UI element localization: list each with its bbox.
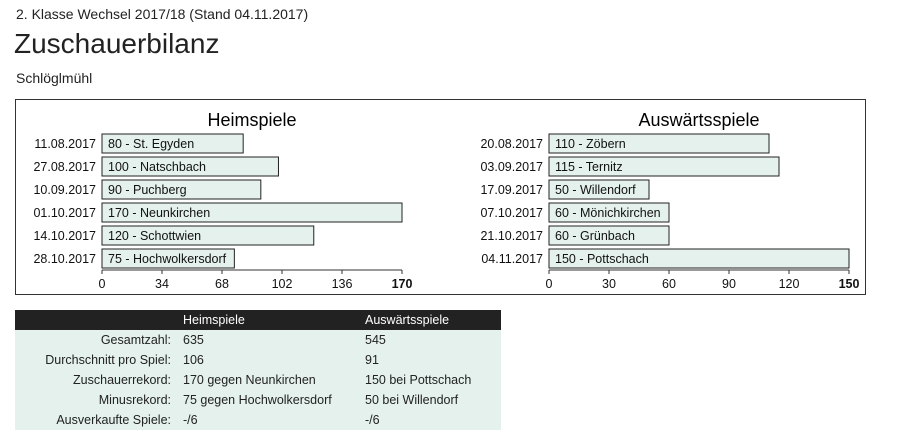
home-value: -/6 [177, 410, 359, 430]
bar-label: 50 - Willendorf [555, 183, 636, 197]
home-value: 75 gegen Hochwolkersdorf [177, 390, 359, 410]
bar-label: 120 - Schottwien [108, 229, 201, 243]
table-row: Ausverkaufte Spiele: -/6 -/6 [15, 410, 501, 430]
date-label: 21.10.2017 [480, 229, 543, 243]
bar [548, 156, 780, 177]
home-value: 170 gegen Neunkirchen [177, 370, 359, 390]
x-tick-label: 68 [215, 277, 229, 291]
bar [101, 156, 279, 177]
attendance-charts: Heimspiele 11.08.2017 80 - St. Egyden 27.08… [33, 110, 860, 291]
attendance-summary-table: Heimspiele Auswärtsspiele Gesamtzahl: 63… [15, 310, 501, 430]
x-tick-label: 102 [272, 277, 293, 291]
table-row: Zuschauerrekord: 170 gegen Neunkirchen 1… [15, 370, 501, 390]
row-label: Minusrekord: [15, 390, 177, 410]
x-tick-label: 0 [546, 277, 553, 291]
attendance-charts-panel: Heimspiele 11.08.2017 80 - St. Egyden 27.08… [15, 99, 866, 295]
home-value: 106 [177, 350, 359, 370]
bar-label: 60 - Mönichkirchen [555, 206, 661, 220]
table-row: Minusrekord: 75 gegen Hochwolkersdorf 50… [15, 390, 501, 410]
away-value: 150 bei Pottschach [359, 370, 501, 390]
bar-label: 115 - Ternitz [555, 160, 623, 174]
bar-label: 80 - St. Egyden [108, 137, 194, 151]
away-value: 91 [359, 350, 501, 370]
bar-label: 75 - Hochwolkersdorf [108, 252, 227, 266]
row-label: Durchschnitt pro Spiel: [15, 350, 177, 370]
league-season-label: 2. Klasse Wechsel 2017/18 (Stand 04.11.2… [16, 6, 309, 22]
x-tick-label: 120 [779, 277, 800, 291]
bar [548, 202, 670, 223]
bar-label: 60 - Grünbach [555, 229, 635, 243]
row-label: Ausverkaufte Spiele: [15, 410, 177, 430]
home-value: 635 [177, 330, 359, 350]
bar [101, 179, 262, 200]
table-row: Durchschnitt pro Spiel: 106 91 [15, 350, 501, 370]
date-label: 17.09.2017 [480, 183, 543, 197]
x-tick-label: 0 [99, 277, 106, 291]
date-label: 28.10.2017 [33, 252, 96, 266]
bar-label: 150 - Pottschach [555, 252, 649, 266]
bar [548, 133, 770, 154]
bar-label: 100 - Natschbach [108, 160, 206, 174]
away-value: -/6 [359, 410, 501, 430]
bar [101, 133, 244, 154]
date-label: 04.11.2017 [481, 252, 543, 266]
date-label: 27.08.2017 [33, 160, 96, 174]
bar-label: 110 - Zöbern [555, 137, 626, 151]
bar [548, 225, 670, 246]
bar-label: 90 - Puchberg [108, 183, 187, 197]
x-tick-label: 170 [392, 277, 413, 291]
chart-title: Heimspiele [207, 110, 296, 130]
x-tick-label: 136 [332, 277, 353, 291]
date-label: 10.09.2017 [33, 183, 96, 197]
date-label: 20.08.2017 [480, 137, 543, 151]
table-header-cell [15, 310, 177, 330]
date-label: 07.10.2017 [480, 206, 543, 220]
table-header-row: Heimspiele Auswärtsspiele [15, 310, 501, 330]
row-label: Zuschauerrekord: [15, 370, 177, 390]
date-label: 01.10.2017 [33, 206, 96, 220]
x-tick-label: 90 [722, 277, 736, 291]
bar [548, 179, 650, 200]
chart-title: Auswärtsspiele [638, 110, 759, 130]
bar [548, 248, 850, 269]
date-label: 03.09.2017 [480, 160, 543, 174]
date-label: 14.10.2017 [33, 229, 96, 243]
away-value: 545 [359, 330, 501, 350]
bar-label: 170 - Neunkirchen [108, 206, 210, 220]
bar [101, 225, 315, 246]
team-name: Schlöglmühl [16, 70, 93, 86]
bar [101, 248, 235, 269]
x-tick-label: 34 [155, 277, 169, 291]
table-row: Gesamtzahl: 635 545 [15, 330, 501, 350]
table-header-cell: Heimspiele [177, 310, 359, 330]
date-label: 11.08.2017 [34, 137, 96, 151]
x-tick-label: 150 [839, 277, 860, 291]
page-title: Zuschauerbilanz [14, 28, 220, 59]
x-tick-label: 30 [602, 277, 616, 291]
x-tick-label: 60 [662, 277, 676, 291]
table-header-cell: Auswärtsspiele [359, 310, 501, 330]
bar [101, 202, 403, 223]
away-value: 50 bei Willendorf [359, 390, 501, 410]
row-label: Gesamtzahl: [15, 330, 177, 350]
